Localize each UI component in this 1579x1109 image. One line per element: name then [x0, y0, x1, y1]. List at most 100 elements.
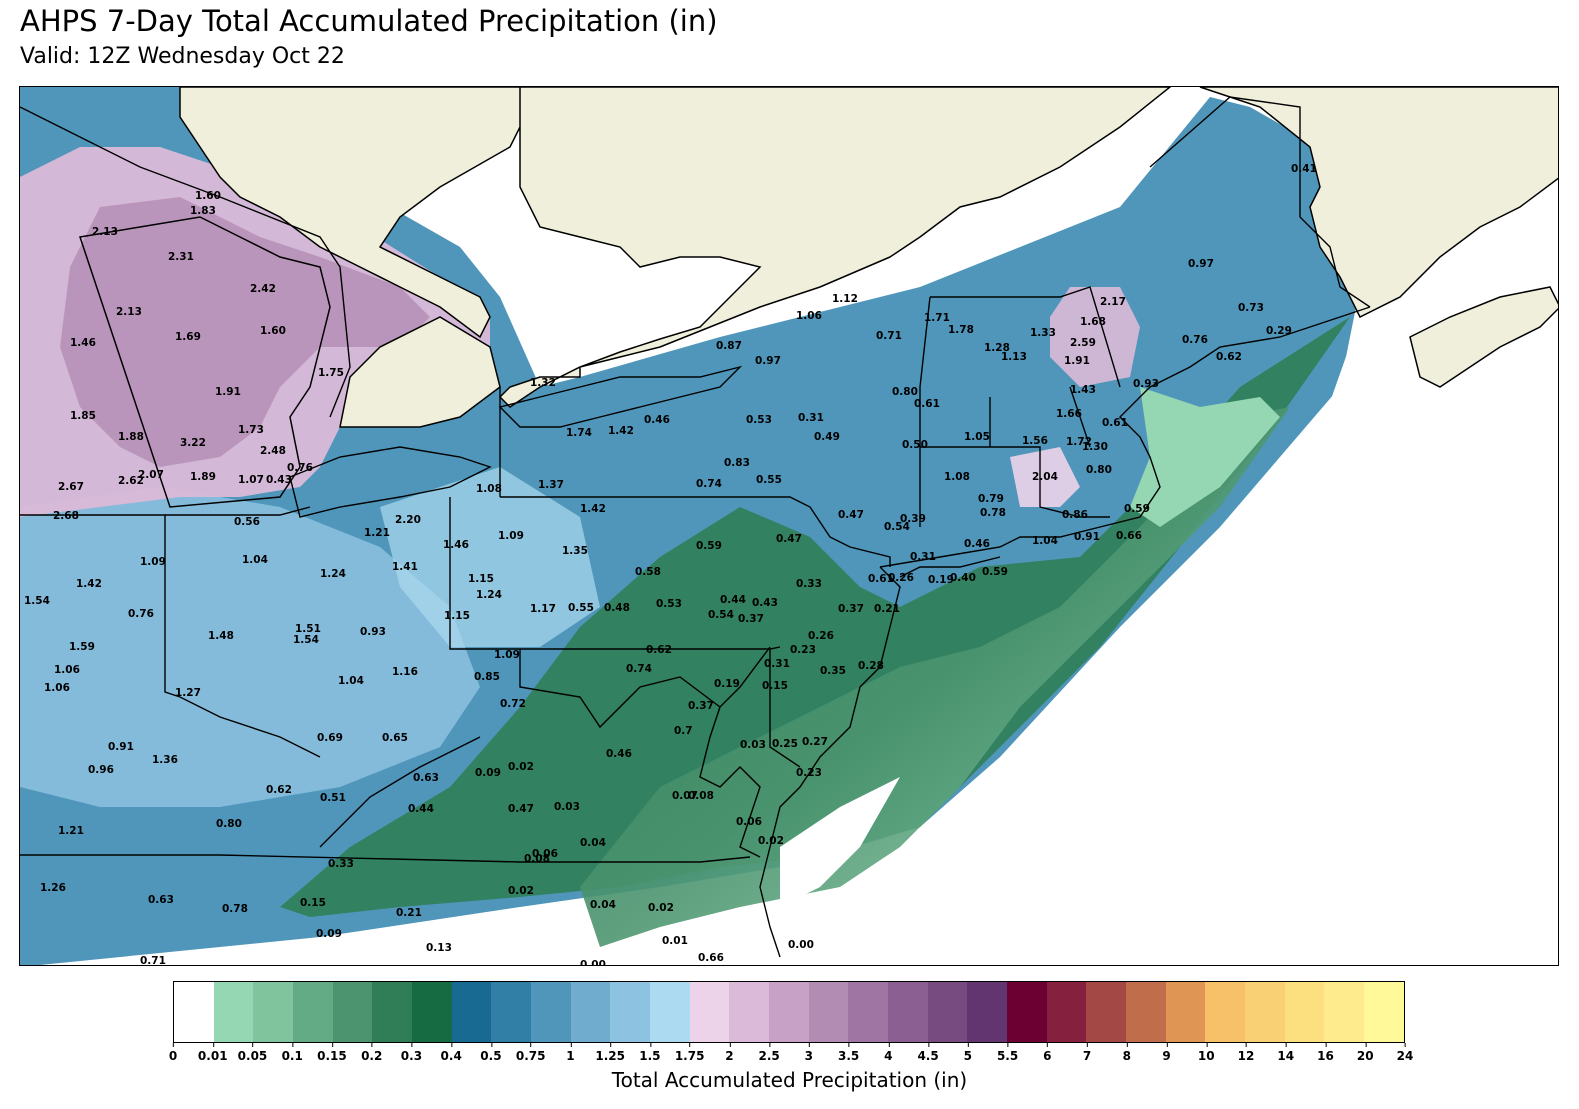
station-value-label: 0.02 — [758, 835, 784, 847]
station-value-label: 0.28 — [858, 660, 884, 672]
colorbar-segment — [491, 982, 532, 1042]
station-value-label: 0.71 — [876, 330, 902, 342]
colorbar-tick-label: 8 — [1123, 1043, 1131, 1063]
station-value-label: 1.30 — [1082, 441, 1108, 453]
station-value-label: 0.37 — [838, 603, 864, 615]
station-value-label: 1.78 — [948, 324, 974, 336]
station-value-label: 1.46 — [443, 539, 469, 551]
colorbar-segment — [570, 982, 611, 1042]
coastlines — [699, 306, 1371, 958]
colorbar-tick-label: 0.15 — [317, 1043, 347, 1063]
station-value-label: 0.31 — [764, 658, 790, 670]
colorbar-tick-label: 1 — [566, 1043, 575, 1063]
station-value-label: 1.36 — [152, 754, 178, 766]
map-subtitle: Valid: 12Z Wednesday Oct 22 — [20, 44, 345, 69]
station-value-label: 0.00 — [788, 939, 814, 951]
station-value-label: 2.68 — [53, 510, 79, 522]
station-value-label: 1.46 — [70, 337, 96, 349]
station-value-label: 1.83 — [190, 205, 216, 217]
station-value-label: 0.29 — [1266, 325, 1292, 337]
station-value-label: 0.62 — [646, 644, 672, 656]
station-value-label: 0.53 — [656, 598, 682, 610]
station-value-label: 0.13 — [426, 942, 452, 954]
station-value-label: 0.97 — [1188, 258, 1214, 270]
station-value-label: 0.47 — [838, 509, 864, 521]
colorbar-segment — [888, 982, 928, 1042]
station-value-label: 0.31 — [910, 551, 936, 563]
station-value-label: 0.97 — [755, 355, 781, 367]
colorbar-tick-label: 4.5 — [917, 1043, 939, 1063]
station-value-label: 2.62 — [118, 475, 144, 487]
colorbar-tick-label: 24 — [1397, 1043, 1413, 1063]
canada-land — [179, 87, 1172, 408]
precip-field-palegreen — [1130, 387, 1280, 527]
station-value-label: 1.04 — [242, 554, 268, 566]
station-value-label: 0.63 — [148, 894, 174, 906]
station-value-label: 1.41 — [392, 561, 418, 573]
station-value-label: 0.33 — [796, 578, 822, 590]
colorbar-segment — [253, 982, 294, 1042]
colorbar-tick-label: 3.5 — [838, 1043, 859, 1063]
colorbar-segment — [927, 982, 968, 1042]
station-value-label: 0.61 — [868, 573, 894, 585]
station-value-label: 1.66 — [1056, 408, 1082, 420]
colorbar-tick-label: 0.4 — [441, 1043, 462, 1063]
colorbar-tick-label: 0 — [169, 1043, 177, 1063]
colorbar-segment — [531, 982, 571, 1042]
station-value-label: 0.80 — [892, 386, 918, 398]
colorbar-segment — [1245, 982, 1285, 1042]
station-value-label: 0.78 — [980, 507, 1006, 519]
station-value-label: 1.04 — [338, 675, 364, 687]
station-value-label: 2.31 — [168, 251, 194, 263]
station-value-label: 0.41 — [1291, 163, 1317, 175]
colorbar-segment — [174, 982, 214, 1042]
station-value-label: 0.7 — [674, 725, 693, 737]
station-value-label: 0.06 — [532, 848, 558, 860]
station-value-label: 0.63 — [413, 772, 439, 784]
colorbar-segment — [729, 982, 770, 1042]
station-value-label: 1.15 — [444, 610, 470, 622]
station-value-label: 0.25 — [772, 738, 798, 750]
station-value-label: 0.21 — [874, 603, 900, 615]
station-value-label: 0.61 — [914, 398, 940, 410]
colorbar-segment — [808, 982, 849, 1042]
station-value-label: 1.42 — [580, 503, 606, 515]
station-value-label: 0.59 — [1124, 503, 1150, 515]
colorbar-tick-label: 1.5 — [639, 1043, 661, 1063]
colorbar-segment — [1364, 982, 1404, 1042]
station-value-label: 1.24 — [476, 589, 502, 601]
station-value-label: 1.54 — [293, 634, 319, 646]
colorbar-tick-label: 0.75 — [516, 1043, 545, 1063]
colorbar-tick-label: 2.5 — [758, 1043, 780, 1063]
station-value-label: 2.17 — [1100, 296, 1126, 308]
colorbar-segment — [332, 982, 373, 1042]
station-value-label: 0.00 — [580, 959, 606, 966]
colorbar-tick-label: 7 — [1083, 1043, 1091, 1063]
station-value-label: 1.42 — [76, 578, 102, 590]
station-value-label: 0.23 — [790, 644, 816, 656]
station-value-label: 0.66 — [1116, 530, 1142, 542]
station-value-label: 0.06 — [736, 816, 762, 828]
station-value-label: 1.26 — [40, 882, 66, 894]
station-value-label: 0.35 — [820, 665, 846, 677]
colorbar-tick-label: 2 — [725, 1043, 734, 1063]
map-title: AHPS 7-Day Total Accumulated Precipitati… — [20, 4, 718, 38]
precipitation-map: 1.60 1.83 2.13 2.31 2.42 2.13 1.60 1.69 1.46 1.75… — [19, 86, 1559, 966]
colorbar-tick-label: 12 — [1238, 1043, 1254, 1063]
station-value-label: 2.20 — [395, 514, 421, 526]
colorbar-tick-label: 10 — [1198, 1043, 1215, 1063]
colorbar-tick-label: 16 — [1317, 1043, 1334, 1063]
station-value-label: 2.48 — [260, 445, 286, 457]
no-precip-area — [921, 227, 1558, 965]
station-value-label: 0.19 — [928, 574, 954, 586]
great-lakes — [289, 365, 743, 518]
station-value-label: 0.53 — [746, 414, 772, 426]
colorbar-segment — [1205, 982, 1246, 1042]
station-value-label: 0.50 — [902, 439, 928, 451]
station-value-label: 1.13 — [1001, 351, 1027, 363]
nova-scotia — [1409, 286, 1558, 388]
station-value-label: 0.31 — [798, 412, 824, 424]
station-value-label: 1.37 — [538, 479, 564, 491]
precip-field-lightgreen — [580, 407, 1290, 947]
station-value-label: 1.85 — [70, 410, 96, 422]
